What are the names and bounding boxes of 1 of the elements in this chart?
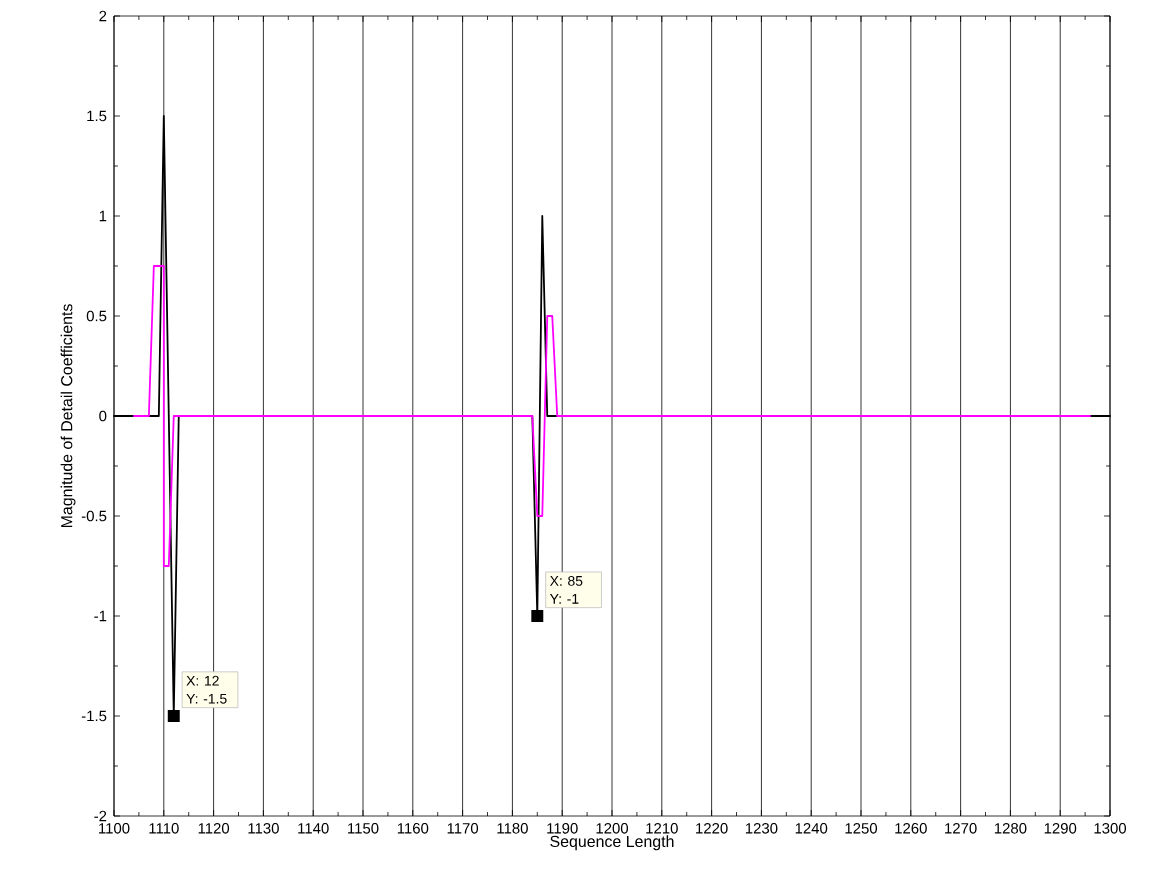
line-series — [133, 265, 1091, 567]
